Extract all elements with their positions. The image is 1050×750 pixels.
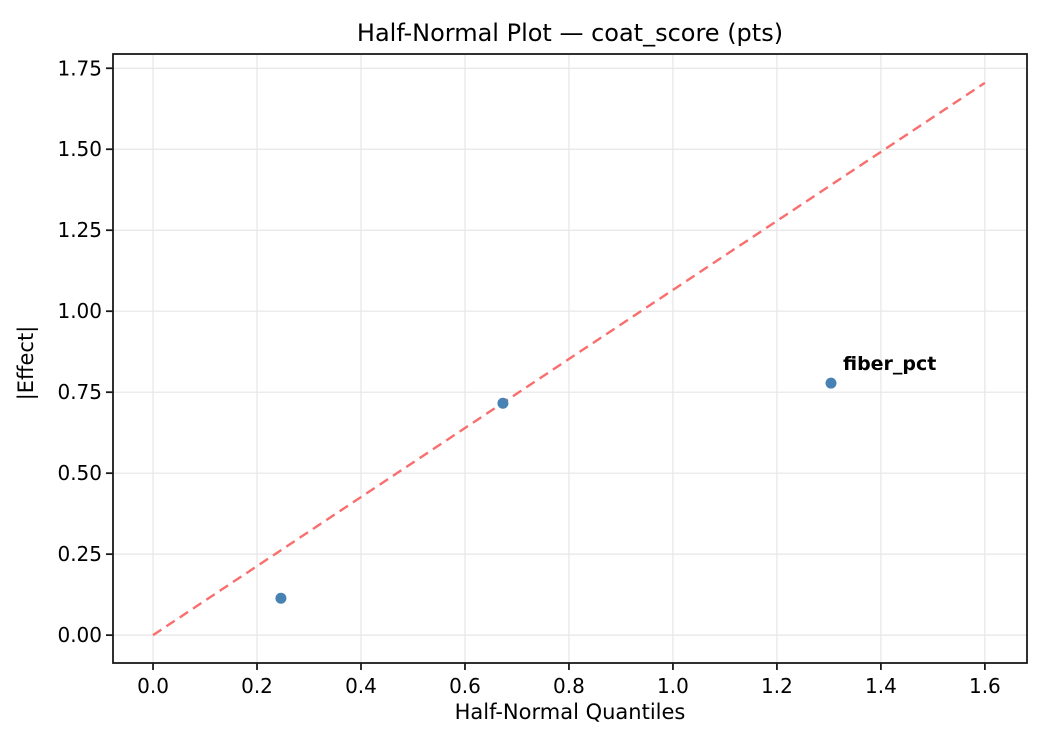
x-tick-label: 0.6 xyxy=(449,674,481,698)
plot-border xyxy=(112,53,1028,664)
y-tick-label: 1.50 xyxy=(57,137,102,161)
x-tick-label: 0.0 xyxy=(137,674,169,698)
x-tick-label: 1.0 xyxy=(657,674,689,698)
x-tick-label: 1.4 xyxy=(865,674,897,698)
y-axis-ticks: 0.00 0.25 0.50 0.75 1.00 1.25 1.50 1.75 xyxy=(57,56,113,647)
reference-line xyxy=(152,81,986,637)
data-point xyxy=(275,592,287,604)
x-tick-label: 0.8 xyxy=(553,674,585,698)
gridlines xyxy=(113,54,1027,663)
y-tick-label: 0.25 xyxy=(57,542,102,566)
x-axis-ticks: 0.0 0.2 0.4 0.6 0.8 1.0 1.2 1.4 1.6 xyxy=(137,663,1001,698)
annotation-fiber-pct: fiber_pct xyxy=(843,353,936,375)
x-tick-label: 1.2 xyxy=(761,674,793,698)
y-tick-label: 1.25 xyxy=(57,218,102,242)
y-tick-label: 1.00 xyxy=(57,299,102,323)
y-tick-label: 1.75 xyxy=(57,56,102,80)
x-tick-label: 0.2 xyxy=(241,674,273,698)
chart-title: Half-Normal Plot — coat_score (pts) xyxy=(357,19,783,47)
x-axis-label: Half-Normal Quantiles xyxy=(455,700,686,724)
data-point xyxy=(825,377,837,389)
data-point xyxy=(497,397,509,409)
data-points xyxy=(275,377,837,604)
y-tick-label: 0.00 xyxy=(57,623,102,647)
x-tick-label: 0.4 xyxy=(345,674,377,698)
x-tick-label: 1.6 xyxy=(969,674,1001,698)
y-tick-label: 0.50 xyxy=(57,461,102,485)
y-tick-label: 0.75 xyxy=(57,380,102,404)
y-axis-label: |Effect| xyxy=(14,326,39,401)
